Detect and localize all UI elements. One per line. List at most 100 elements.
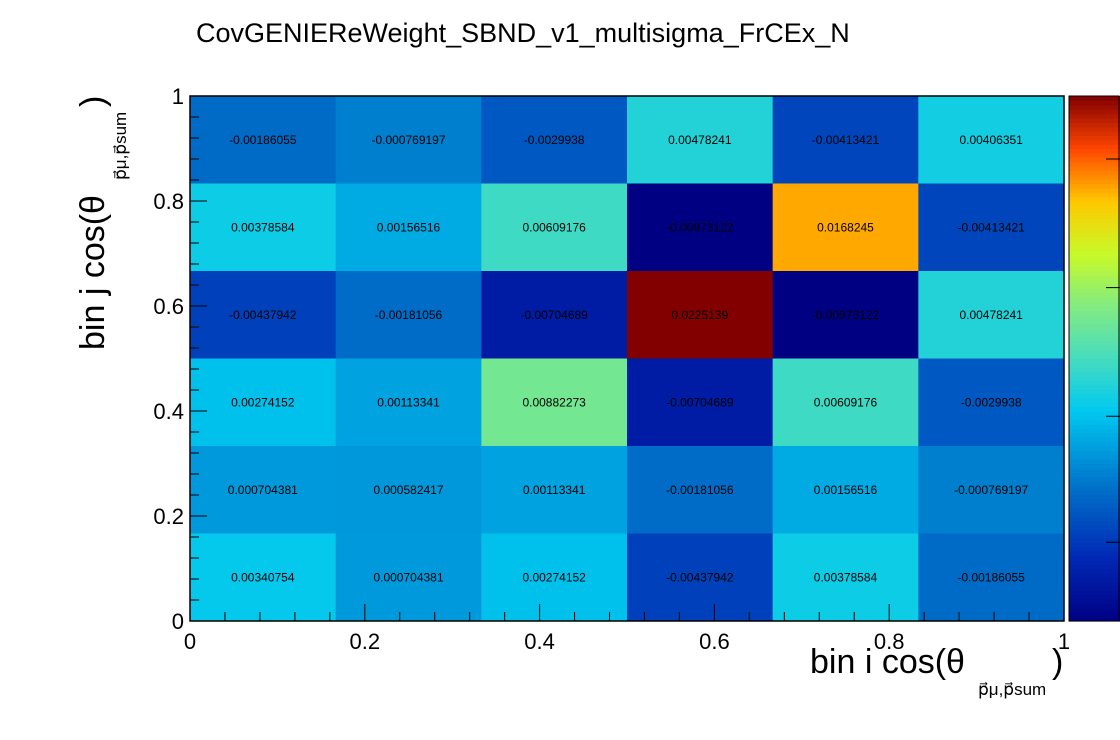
- colorbar-segment: [1069, 275, 1120, 281]
- y-tick-label: 0.8: [153, 189, 184, 214]
- colorbar-segment: [1069, 354, 1120, 360]
- heatmap-cell: [772, 446, 919, 534]
- heatmap-cell: [335, 533, 482, 622]
- chart-title: CovGENIEReWeight_SBND_v1_multisigma_FrCE…: [196, 18, 850, 48]
- x-axis-title-close: ): [1052, 643, 1063, 681]
- cell-value-label: -0.000769197: [954, 483, 1028, 497]
- colorbar-segment: [1069, 306, 1120, 311]
- colorbar-segment: [1069, 542, 1120, 548]
- colorbar-segment: [1069, 393, 1120, 399]
- cell-value-label: 0.00274152: [231, 395, 295, 409]
- colorbar-segment: [1069, 319, 1120, 325]
- heatmap-cell: [481, 446, 628, 534]
- heatmap-cell: [918, 271, 1065, 359]
- colorbar-segment: [1069, 603, 1120, 609]
- colorbar-segment: [1069, 494, 1120, 500]
- cell-value-label: 0.00156516: [377, 220, 441, 234]
- colorbar-segment: [1069, 332, 1120, 338]
- x-tick-label: 0.4: [524, 629, 555, 654]
- y-tick-label: 0.6: [153, 294, 184, 319]
- cell-value-label: -0.0029938: [524, 133, 585, 147]
- cell-value-label: -0.00437942: [229, 308, 297, 322]
- colorbar-segment: [1069, 117, 1120, 123]
- colorbar-segment: [1069, 402, 1120, 408]
- heatmap-cell: [190, 271, 337, 359]
- colorbar-segment: [1069, 310, 1120, 316]
- cell-value-label: 0.00378584: [814, 570, 878, 584]
- cell-value-label: 0.00478241: [959, 308, 1023, 322]
- colorbar-segment: [1069, 244, 1120, 250]
- colorbar-segment: [1069, 336, 1120, 342]
- colorbar-segment: [1069, 297, 1120, 303]
- colorbar-segment: [1069, 214, 1120, 220]
- colorbar-segment: [1069, 520, 1120, 526]
- colorbar-segment: [1069, 170, 1120, 176]
- heatmap-cell: [335, 271, 482, 359]
- colorbar-segment: [1069, 516, 1120, 521]
- colorbar-segment: [1069, 109, 1120, 115]
- colorbar-segment: [1069, 507, 1120, 513]
- colorbar-segment: [1069, 529, 1120, 535]
- colorbar-segment: [1069, 292, 1120, 298]
- colorbar-segment: [1069, 161, 1120, 167]
- colorbar-segment: [1069, 559, 1120, 565]
- heatmap-cell: [190, 96, 337, 184]
- cell-value-label: -0.00181056: [666, 483, 734, 497]
- heatmap-cell: [627, 358, 774, 447]
- cell-value-label: 0.00478241: [668, 133, 732, 147]
- heatmap-cell: [627, 96, 774, 184]
- cell-value-label: 0.0168245: [817, 220, 874, 234]
- colorbar-segment: [1069, 371, 1120, 377]
- cell-value-label: -0.00186055: [957, 570, 1025, 584]
- colorbar-segment: [1069, 472, 1120, 478]
- heatmap-cell: [627, 271, 774, 359]
- cell-value-label: -0.0029938: [961, 395, 1022, 409]
- heatmap-cell: [335, 358, 482, 447]
- colorbar-segment: [1069, 384, 1120, 390]
- heatmap-cell: [190, 446, 337, 534]
- heatmap-cell: [918, 446, 1065, 534]
- colorbar-segment: [1069, 205, 1120, 211]
- colorbar-frame: [1068, 95, 1120, 622]
- cell-value-label: -0.00973122: [666, 220, 734, 234]
- colorbar-segment: [1069, 432, 1120, 438]
- heatmap-cell: [481, 271, 628, 359]
- colorbar-segment: [1069, 201, 1120, 206]
- plot-frame: [189, 95, 1065, 622]
- x-tick-label: 0.8: [874, 629, 905, 654]
- cell-value-label: -0.00973122: [812, 308, 880, 322]
- cell-value-label: 0.00340754: [231, 570, 295, 584]
- x-axis-title-subscript: p⃗μ,p⃗sum: [978, 680, 1046, 699]
- cell-value-label: 0.000704381: [228, 483, 298, 497]
- colorbar-segment: [1069, 271, 1120, 276]
- colorbar-segment: [1069, 174, 1120, 180]
- heatmap-cell: [627, 446, 774, 534]
- colorbar-segment: [1069, 349, 1120, 355]
- heatmap-cell: [918, 358, 1065, 447]
- heatmap-cell: [481, 183, 628, 272]
- cell-value-label: -0.00413421: [957, 220, 1025, 234]
- colorbar-segment: [1069, 568, 1120, 574]
- colorbar-segment: [1069, 104, 1120, 110]
- cell-value-label: -0.00413421: [812, 133, 880, 147]
- colorbar-segment: [1069, 428, 1120, 434]
- colorbar-segment: [1069, 266, 1120, 272]
- cell-value-label: -0.00437942: [666, 570, 734, 584]
- colorbar-segment: [1069, 581, 1120, 587]
- colorbar-segment: [1069, 533, 1120, 539]
- y-tick-label: 0: [172, 609, 184, 634]
- colorbar-segment: [1069, 327, 1120, 333]
- colorbar-segment: [1069, 227, 1120, 233]
- colorbar-segment: [1069, 249, 1120, 255]
- cell-value-label: 0.00113341: [523, 483, 586, 497]
- colorbar-segment: [1069, 279, 1120, 285]
- color-scale-bar: [1068, 95, 1120, 622]
- colorbar-segment: [1069, 551, 1120, 556]
- colorbar-segment: [1069, 367, 1120, 373]
- heatmap-cell: [190, 358, 337, 447]
- colorbar-segment: [1069, 612, 1120, 618]
- heatmap-cell: [772, 96, 919, 184]
- colorbar-segment: [1069, 358, 1120, 364]
- colorbar-segment: [1069, 341, 1120, 346]
- colorbar-segment: [1069, 441, 1120, 447]
